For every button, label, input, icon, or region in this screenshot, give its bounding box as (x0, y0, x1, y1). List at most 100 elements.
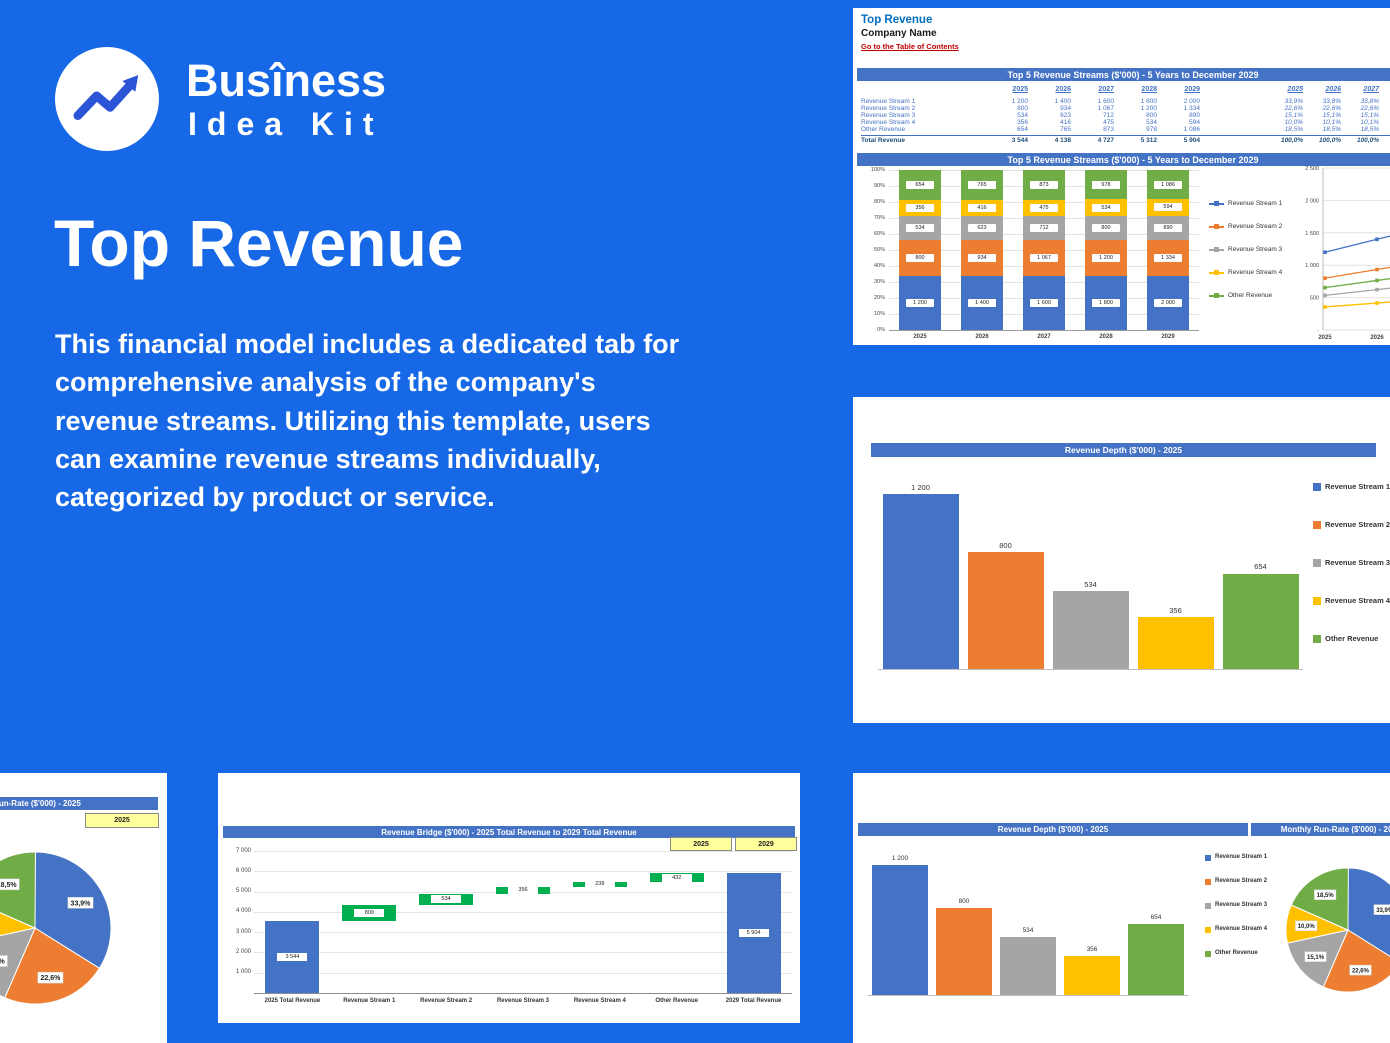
bar-value-label: 5 904 (738, 929, 769, 938)
legend-label: Revenue Stream 1 (1325, 482, 1390, 491)
bar-value-label: 623 (968, 223, 996, 232)
bar-value-label: 1 200 (906, 298, 934, 307)
pie-slice (0, 927, 36, 999)
bridge-title-bar: Revenue Bridge ($'000) - 2025 Total Reve… (223, 826, 795, 838)
table-cell: 100,0% (1280, 137, 1303, 144)
bar-value-label: 800 (354, 908, 385, 917)
table-cell: 534 (1017, 112, 1028, 119)
table-cell: 10,1% (1360, 119, 1379, 126)
legend-label: Other Revenue (1215, 950, 1258, 956)
legend-marker (1313, 521, 1321, 529)
table-cell: 100,0% (1318, 137, 1341, 144)
table-cell: 800 (1017, 105, 1028, 112)
table-title-bar: Top 5 Revenue Streams ($'000) - 5 Years … (857, 68, 1390, 81)
y-axis-label: 100% (870, 167, 885, 173)
stacked-revenue-chart: 0% 10% 20% 30% 40% 50% 60% 70% 80% 90% 100% 1 200 80… (853, 8, 1390, 345)
y-axis-label: 80% (873, 199, 885, 205)
bar-value-label: 873 (1030, 180, 1058, 189)
svg-text:2 500: 2 500 (1305, 166, 1319, 172)
table-cell: 1 334 (1183, 105, 1200, 112)
table-cell: 4 138 (1054, 137, 1071, 144)
gridline (254, 871, 792, 873)
bar-value-label: 594 (1154, 203, 1182, 212)
table-cell: 4 727 (1097, 137, 1114, 144)
table-cell: 416 (1060, 119, 1071, 126)
x-axis-label: Revenue Stream 4 (573, 998, 626, 1004)
legend-label: Revenue Stream 4 (1325, 596, 1390, 605)
line-series (1324, 301, 1390, 308)
bar-value-label: 800 (906, 253, 934, 262)
excel-top-revenue-panel: Top Revenue Company Name Go to the Table… (853, 8, 1390, 345)
table-cell: 1 200 (1011, 98, 1028, 105)
sheet-title: Top Revenue (861, 14, 933, 26)
table-cell: 3 544 (1011, 137, 1028, 144)
table-cell: 2026 (1055, 86, 1071, 93)
table-cell: 5 312 (1140, 137, 1157, 144)
pie-slice (1347, 867, 1390, 957)
legend-marker (1313, 635, 1321, 643)
revenue-depth-chart: 1 200 800 534 356 654 Revenue Stream 1 Revenue… (853, 397, 1390, 723)
bridge-start-year-selector[interactable]: 2025 (670, 837, 732, 851)
year-selector[interactable]: 2025 (85, 813, 159, 828)
revenue-table: 2025 2026 2027 2028 2029 2025 2026 2027 2028 Reve… (853, 8, 1390, 345)
bar (872, 865, 928, 995)
table-cell: 18,5% (1322, 126, 1341, 133)
brand-name: Busîness (186, 55, 387, 106)
bar-value-label: 1 800 (1092, 298, 1120, 307)
table-cell: 2028 (1141, 86, 1157, 93)
bar-value-label: 1 086 (1154, 180, 1182, 189)
bar (967, 552, 1044, 669)
legend-label: Revenue Stream 1 (1228, 200, 1283, 207)
table-cell: 10,0% (1284, 119, 1303, 126)
bar-value-label: 416 (968, 203, 996, 212)
legend-label: Revenue Stream 2 (1228, 223, 1283, 230)
gridline (254, 911, 792, 913)
bar-value-label: 890 (1154, 223, 1182, 232)
table-cell: 2 000 (1183, 98, 1200, 105)
revenue-bridge-chart: 7 000 6 000 5 000 4 000 3 000 2 000 1 000 3 544… (218, 773, 800, 1023)
x-axis-label: Other Revenue (655, 998, 699, 1004)
trend-arrow-icon (73, 75, 139, 121)
axis-baseline (878, 669, 1303, 670)
table-cell: 15,1% (1322, 112, 1341, 119)
legend-label: Revenue Stream 3 (1325, 558, 1390, 567)
svg-text:22,6%: 22,6% (41, 975, 62, 982)
pie-slice (0, 912, 37, 937)
bridge-end-year-selector[interactable]: 2029 (735, 837, 797, 851)
legend-label: Revenue Stream 1 (1215, 854, 1268, 860)
bar-value-label: 765 (968, 180, 996, 189)
table-cell: 934 (1060, 105, 1071, 112)
bar (882, 494, 959, 669)
table-cell: 800 (1146, 112, 1157, 119)
pie-chart-svg: 33,9% 22,6% 15,1% 10,0% 18,5% (1285, 867, 1390, 993)
bar-value-label: 432 (661, 873, 692, 882)
bar-value-label: 534 (1084, 579, 1097, 589)
x-axis-label: 2025 Total Revenue (264, 998, 321, 1004)
toc-link[interactable]: Go to the Table of Contents (861, 42, 959, 51)
bar (1064, 956, 1120, 995)
bar-value-label: 356 (508, 886, 538, 895)
bar-value-label: 654 (1150, 913, 1162, 921)
table-cell: 15,1% (1284, 112, 1303, 119)
bar-value-label: 534 (431, 895, 462, 904)
run-rate-panel: Monthly Run-Rate ($'000) - 2025 2025 33,… (0, 773, 167, 1043)
depth-chart-title-bar-small: Revenue Depth ($'000) - 2025 (858, 823, 1248, 836)
svg-text:18,5%: 18,5% (0, 882, 17, 889)
legend-label: Other Revenue (1228, 292, 1273, 299)
page-description: This financial model includes a dedicate… (55, 329, 680, 513)
bar-value-label: 238 (584, 880, 615, 889)
y-axis-label: 7 000 (235, 847, 251, 854)
x-axis-label: Revenue Stream 1 (343, 998, 396, 1004)
bar-value-label: 1 334 (1154, 253, 1182, 262)
svg-text:22,6%: 22,6% (1352, 968, 1370, 974)
bar-value-label: 654 (1254, 562, 1267, 572)
x-axis-label: Revenue Stream 2 (420, 998, 473, 1004)
row-label: Revenue Stream 2 (861, 105, 916, 112)
table-cell: 1 086 (1183, 126, 1200, 133)
bar (936, 908, 992, 995)
svg-text:33,9%: 33,9% (71, 900, 92, 907)
table-cell: 356 (1017, 119, 1028, 126)
y-axis-label: 10% (873, 311, 885, 317)
legend-label: Revenue Stream 3 (1215, 902, 1268, 908)
table-cell: 33,8% (1360, 98, 1379, 105)
